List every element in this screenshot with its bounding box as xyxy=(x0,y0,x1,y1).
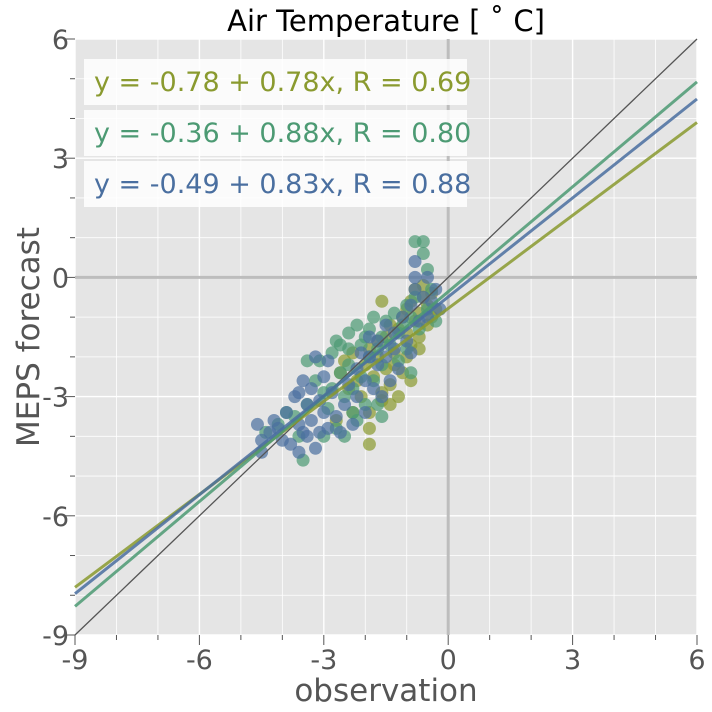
data-point-series-2 xyxy=(375,409,389,423)
data-point-series-3 xyxy=(346,417,360,431)
data-point-series-3 xyxy=(309,441,323,455)
x-tick-label: 3 xyxy=(564,645,581,676)
data-point-series-3 xyxy=(333,425,347,439)
data-point-series-3 xyxy=(379,318,393,332)
x-tick-label: -6 xyxy=(186,645,213,676)
data-point-series-3 xyxy=(358,405,372,419)
data-point-series-3 xyxy=(250,417,264,431)
data-point-series-3 xyxy=(292,445,306,459)
data-point-series-2 xyxy=(404,366,418,380)
axis-ticks: -9 -6 -3 0 3 6 -9 -6 -3 0 3 6 xyxy=(42,25,706,676)
data-point-series-1 xyxy=(383,398,397,412)
y-tick-label: -9 xyxy=(42,621,69,652)
fit-line-series-3 xyxy=(74,97,698,595)
data-point-series-3 xyxy=(304,382,318,396)
y-tick-label: 6 xyxy=(52,25,69,56)
data-point-series-3 xyxy=(321,354,335,368)
x-tick-label: -3 xyxy=(310,645,337,676)
y-tick-label: 3 xyxy=(52,144,69,175)
data-point-series-3 xyxy=(383,374,397,388)
legend-box xyxy=(84,110,467,156)
data-point-series-3 xyxy=(321,421,335,435)
data-point-series-3 xyxy=(300,429,314,443)
y-axis-label: MEPS forecast xyxy=(11,227,47,447)
data-point-series-3 xyxy=(371,334,385,348)
identity-line xyxy=(74,38,698,636)
data-point-series-3 xyxy=(396,310,410,324)
data-point-series-2 xyxy=(333,366,347,380)
legend-fit-equation: y = -0.36 + 0.88x, R = 0.80 xyxy=(94,118,471,149)
data-point-series-2 xyxy=(342,342,356,356)
data-point-series-3 xyxy=(408,255,422,269)
legend: y = -0.78 + 0.78x, R = 0.69 y = -0.36 + 0… xyxy=(84,59,471,207)
fit-lines xyxy=(74,38,698,636)
data-point-series-3 xyxy=(296,374,310,388)
data-point-series-1 xyxy=(375,294,389,308)
data-point-series-3 xyxy=(371,358,385,372)
data-point-series-3 xyxy=(338,398,352,412)
x-axis-label: observation xyxy=(294,673,477,709)
data-point-series-3 xyxy=(304,413,318,427)
data-point-series-2 xyxy=(367,310,381,324)
y-tick-label: -6 xyxy=(42,502,69,533)
data-point-series-2 xyxy=(416,247,430,261)
x-tick-label: 6 xyxy=(688,645,705,676)
data-point-series-3 xyxy=(404,298,418,312)
data-point-series-3 xyxy=(408,270,422,284)
fit-line-series-2 xyxy=(74,80,698,608)
y-tick-label: 0 xyxy=(52,263,69,294)
data-point-series-2 xyxy=(329,334,343,348)
data-point-series-1 xyxy=(362,437,376,451)
data-point-series-3 xyxy=(404,346,418,360)
data-point-series-3 xyxy=(375,390,389,404)
data-point-series-2 xyxy=(416,235,430,249)
legend-box xyxy=(84,59,467,105)
data-point-series-3 xyxy=(317,370,331,384)
data-point-series-3 xyxy=(292,386,306,400)
data-point-series-3 xyxy=(408,282,422,296)
data-point-series-3 xyxy=(420,270,434,284)
legend-fit-equation: y = -0.78 + 0.78x, R = 0.69 xyxy=(94,67,471,98)
legend-box xyxy=(84,161,467,207)
chart-title: Air Temperature [ ˚ C] xyxy=(227,4,545,38)
data-point-series-3 xyxy=(358,374,372,388)
x-tick-label: -9 xyxy=(62,645,89,676)
data-point-series-3 xyxy=(284,437,298,451)
data-point-series-2 xyxy=(346,405,360,419)
data-point-series-1 xyxy=(362,421,376,435)
data-point-series-2 xyxy=(342,326,356,340)
data-point-series-3 xyxy=(309,350,323,364)
data-point-series-3 xyxy=(367,382,381,396)
x-tick-label: 0 xyxy=(440,645,457,676)
data-point-series-3 xyxy=(391,362,405,376)
data-point-series-1 xyxy=(391,390,405,404)
legend-fit-equation: y = -0.49 + 0.83x, R = 0.88 xyxy=(94,169,471,200)
data-point-series-3 xyxy=(329,409,343,423)
data-point-series-3 xyxy=(279,405,293,419)
data-point-series-3 xyxy=(317,405,331,419)
data-point-series-3 xyxy=(350,390,364,404)
y-tick-label: -3 xyxy=(42,383,69,414)
data-point-series-2 xyxy=(350,318,364,332)
